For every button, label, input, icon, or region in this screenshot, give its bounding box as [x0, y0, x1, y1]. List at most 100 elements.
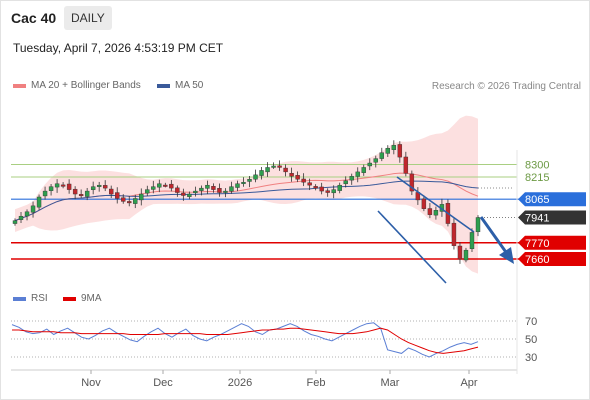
- bollinger-band: [15, 115, 478, 274]
- candle-body: [253, 174, 258, 180]
- candle-body: [169, 183, 174, 189]
- candle-body: [163, 184, 168, 187]
- ma50-line: [14, 180, 479, 222]
- candle-body: [301, 178, 306, 183]
- legend-ma50-label: MA 50: [175, 80, 204, 91]
- candle-body: [409, 173, 415, 192]
- candle-body: [355, 171, 360, 177]
- candle-body: [66, 183, 72, 190]
- candle-body: [433, 210, 439, 216]
- candle-body: [343, 180, 348, 185]
- candle-body: [18, 215, 24, 220]
- level-label-8215: 8215: [525, 172, 549, 184]
- candle-body: [133, 198, 138, 204]
- candle-body: [48, 186, 54, 191]
- candle-body: [247, 179, 252, 182]
- candle-body: [84, 190, 90, 197]
- candle-body: [145, 189, 150, 194]
- channel-upper-line: [396, 176, 475, 233]
- candle-body: [319, 186, 324, 192]
- ma20-swatch-icon: [13, 83, 26, 88]
- legend-ma20-label: MA 20 + Bollinger Bands: [31, 80, 141, 91]
- candle-body: [271, 165, 276, 168]
- ma50-swatch-icon: [157, 83, 170, 88]
- x-tick-label-2026: 2026: [228, 377, 252, 389]
- projection-arrow-shaft: [479, 216, 510, 256]
- candle-body: [307, 182, 312, 186]
- level-tag-label-7941: 7941: [525, 213, 549, 225]
- candle-body: [121, 197, 126, 202]
- instrument-title: Cac 40: [11, 10, 57, 26]
- candle-body: [115, 192, 120, 199]
- legend-rsi-label: RSI: [31, 293, 48, 304]
- candle-body: [337, 184, 342, 191]
- candle-body: [54, 183, 60, 188]
- candle-body: [475, 217, 481, 233]
- candle-body: [42, 190, 48, 197]
- legend-rsi: RSI: [13, 293, 48, 304]
- candle-body: [217, 188, 222, 193]
- candle-body: [109, 188, 114, 195]
- candle-body: [283, 167, 288, 173]
- rsi-swatch-icon: [13, 296, 26, 301]
- candle-body: [102, 185, 108, 189]
- candle-body: [90, 186, 96, 190]
- candle-body: [379, 152, 384, 159]
- candle-body: [361, 167, 366, 173]
- candle-body: [175, 187, 180, 193]
- candle-body: [427, 208, 433, 215]
- rsi-tick-label-50: 50: [525, 334, 537, 346]
- candle-body: [385, 148, 391, 154]
- candle-body: [451, 222, 457, 246]
- x-tick-label-Nov: Nov: [81, 377, 101, 389]
- candle-body: [36, 196, 42, 208]
- x-tick-label-Dec: Dec: [153, 377, 173, 389]
- candle-body: [349, 176, 354, 181]
- level-tag-7660: [518, 252, 586, 266]
- research-credit: Research © 2026 Trading Central: [431, 81, 581, 92]
- candle-body: [229, 186, 234, 192]
- candle-body: [469, 232, 475, 250]
- candle-body: [235, 183, 240, 188]
- candle-body: [78, 194, 84, 197]
- candle-body: [12, 220, 18, 224]
- x-tick-label-Feb: Feb: [307, 377, 326, 389]
- candle-body: [151, 186, 156, 190]
- level-label-8300: 8300: [525, 160, 549, 172]
- legend-9ma: 9MA: [63, 293, 102, 304]
- legend-ma50: MA 50: [157, 80, 203, 91]
- candle-body: [325, 190, 330, 193]
- candle-body: [60, 184, 66, 187]
- candle-body: [313, 186, 318, 189]
- candle-body: [259, 170, 264, 176]
- candle-body: [295, 175, 300, 180]
- candle-body: [223, 190, 228, 193]
- chart-header: Cac 40 DAILY: [0, 0, 590, 36]
- projection-arrow-icon: [499, 247, 514, 264]
- level-tag-label-8065: 8065: [525, 194, 549, 206]
- candle-body: [30, 205, 36, 213]
- level-tag-7941: [518, 210, 586, 225]
- candle-body: [277, 165, 282, 168]
- candle-body: [463, 249, 469, 261]
- legend-ma20: MA 20 + Bollinger Bands: [13, 80, 141, 91]
- rsi-line: [11, 322, 479, 358]
- period-button[interactable]: DAILY: [64, 6, 112, 30]
- candle-body: [331, 189, 336, 194]
- candle-body: [157, 183, 162, 188]
- rsi-ma-line: [12, 327, 479, 354]
- ma9-swatch-icon: [63, 296, 76, 301]
- level-tag-8065: [518, 192, 586, 207]
- candle-body: [187, 193, 192, 197]
- candle-body: [96, 184, 102, 187]
- x-tick-label-Apr: Apr: [460, 377, 477, 389]
- candle-body: [193, 190, 198, 194]
- candle-body: [403, 156, 409, 174]
- candle-body: [397, 144, 403, 158]
- level-tag-label-7660: 7660: [525, 254, 549, 266]
- candle-body: [421, 198, 427, 209]
- candle-body: [24, 211, 30, 217]
- candle-body: [367, 162, 372, 167]
- candle-body: [199, 187, 204, 191]
